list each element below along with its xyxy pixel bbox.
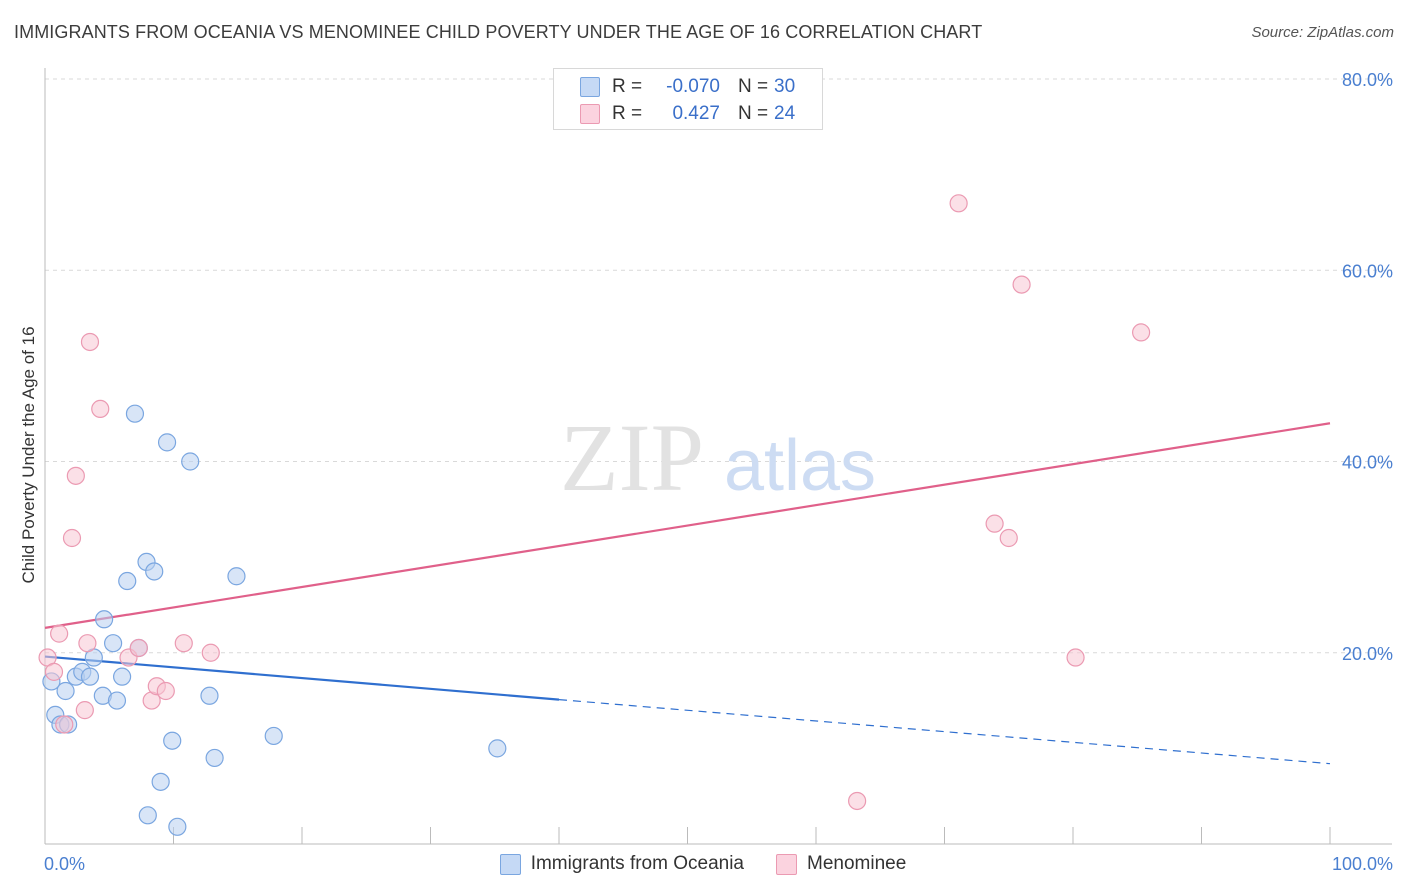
data-point-menominee <box>80 332 100 352</box>
tick-labels: 20.0% 40.0% 60.0% 80.0% 0.0% 100.0% <box>44 70 1393 874</box>
legend-r-value: 0.427 <box>672 103 720 124</box>
x-tick-label-max: 100.0% <box>1332 854 1393 874</box>
data-point-menominee <box>44 662 64 681</box>
axes <box>44 68 1392 845</box>
data-point-menominee <box>1132 323 1151 342</box>
legend-row-menominee: R = 0.427 N = 24 <box>580 101 795 127</box>
data-point-oceania <box>151 772 170 791</box>
data-point-oceania <box>168 817 187 836</box>
data-point-menominee <box>1066 648 1085 667</box>
data-point-oceania <box>163 731 182 750</box>
data-point-menominee <box>201 643 220 662</box>
data-point-oceania <box>80 667 100 686</box>
legend-r-label: R = <box>612 76 643 97</box>
chart-title: IMMIGRANTS FROM OCEANIA VS MENOMINEE CHI… <box>14 22 983 42</box>
data-point-menominee <box>91 399 110 419</box>
gridlines <box>45 78 1392 654</box>
legend-r-label: R = <box>612 103 643 124</box>
data-point-oceania <box>488 739 507 758</box>
legend-r-value: -0.070 <box>666 76 720 97</box>
data-point-oceania <box>112 667 132 686</box>
x-tick-label-min: 0.0% <box>44 854 85 874</box>
data-point-menominee <box>999 528 1018 548</box>
data-point-menominee <box>78 634 97 653</box>
data-point-oceania <box>181 452 200 471</box>
data-point-oceania <box>56 681 75 701</box>
data-point-oceania <box>138 806 157 825</box>
data-point-oceania <box>125 404 145 423</box>
source-credit: Source: ZipAtlas.com <box>1251 24 1394 41</box>
watermark-atlas: atlas <box>724 426 876 506</box>
watermark: ZIP atlas <box>560 404 876 511</box>
data-point-oceania <box>157 433 177 452</box>
data-point-menominee <box>848 791 867 811</box>
series-legend: Immigrants from Oceania Menominee <box>0 851 1406 877</box>
data-point-menominee <box>174 634 193 653</box>
watermark-zip: ZIP <box>560 404 704 511</box>
legend-swatch-blue <box>499 853 521 875</box>
legend-swatch-blue <box>580 77 600 97</box>
data-point-menominee <box>62 528 82 548</box>
y-axis-label: Child Poverty Under the Age of 16 <box>19 326 38 583</box>
data-point-menominee <box>50 624 69 643</box>
data-point-oceania <box>145 562 164 581</box>
data-point-menominee <box>1012 275 1031 294</box>
legend-swatch-pink <box>580 104 600 124</box>
legend-n-label: N = <box>738 76 769 97</box>
data-point-oceania <box>205 748 224 768</box>
trend-line-oceania-extrapolated <box>558 699 1331 765</box>
legend-swatch-pink <box>776 853 797 875</box>
data-point-menominee <box>949 194 968 213</box>
data-point-oceania <box>200 686 219 705</box>
data-point-oceania <box>264 726 283 746</box>
data-point-oceania <box>227 567 246 586</box>
data-point-oceania <box>104 634 123 653</box>
legend-label: Immigrants from Oceania <box>530 853 744 874</box>
y-tick-label: 60.0% <box>1342 261 1393 281</box>
data-point-oceania <box>118 571 137 591</box>
legend-n-label: N = <box>738 103 769 124</box>
correlation-legend: R = -0.070 N = 30 R = 0.427 N = 24 <box>553 68 823 130</box>
legend-n-value: 30 <box>774 76 796 97</box>
data-points <box>38 194 1151 836</box>
data-point-menominee <box>129 638 148 658</box>
legend-item-menominee[interactable]: Menominee <box>776 853 906 875</box>
data-point-menominee <box>75 701 94 720</box>
y-tick-label: 40.0% <box>1342 453 1393 473</box>
data-point-oceania <box>95 610 114 629</box>
data-point-menominee <box>156 681 175 701</box>
data-point-oceania <box>107 691 127 710</box>
y-tick-label: 20.0% <box>1342 644 1393 664</box>
trend-line-menominee <box>44 422 1331 629</box>
legend-item-oceania[interactable]: Immigrants from Oceania <box>499 853 744 875</box>
data-point-menominee <box>985 514 1004 533</box>
legend-n-value: 24 <box>774 103 796 124</box>
y-tick-label: 80.0% <box>1342 70 1393 90</box>
data-point-menominee <box>55 715 74 734</box>
legend-label: Menominee <box>807 853 907 874</box>
legend-row-oceania: R = -0.070 N = 30 <box>580 74 795 100</box>
data-point-menominee <box>66 466 85 485</box>
